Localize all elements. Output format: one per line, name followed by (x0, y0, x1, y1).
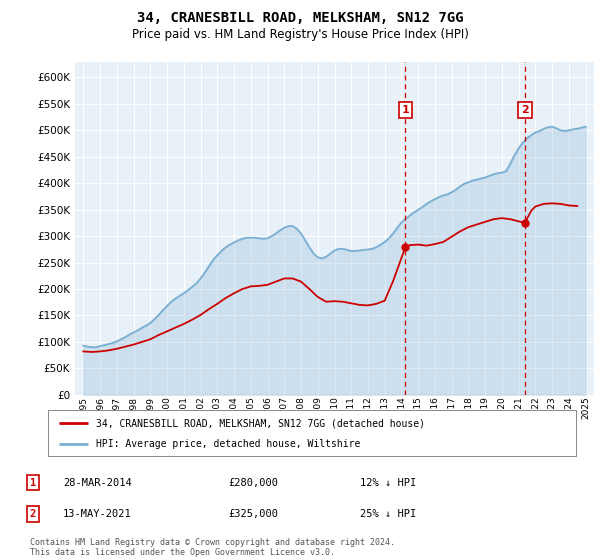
Text: 25% ↓ HPI: 25% ↓ HPI (360, 509, 416, 519)
Text: £280,000: £280,000 (228, 478, 278, 488)
Text: 1: 1 (401, 105, 409, 115)
Text: 28-MAR-2014: 28-MAR-2014 (63, 478, 132, 488)
Text: 34, CRANESBILL ROAD, MELKSHAM, SN12 7GG (detached house): 34, CRANESBILL ROAD, MELKSHAM, SN12 7GG … (95, 418, 425, 428)
Text: Price paid vs. HM Land Registry's House Price Index (HPI): Price paid vs. HM Land Registry's House … (131, 28, 469, 41)
Text: 2: 2 (30, 509, 36, 519)
Text: 34, CRANESBILL ROAD, MELKSHAM, SN12 7GG: 34, CRANESBILL ROAD, MELKSHAM, SN12 7GG (137, 11, 463, 25)
Text: HPI: Average price, detached house, Wiltshire: HPI: Average price, detached house, Wilt… (95, 440, 360, 450)
Text: 2: 2 (521, 105, 529, 115)
Text: £325,000: £325,000 (228, 509, 278, 519)
Text: 12% ↓ HPI: 12% ↓ HPI (360, 478, 416, 488)
Text: Contains HM Land Registry data © Crown copyright and database right 2024.
This d: Contains HM Land Registry data © Crown c… (30, 538, 395, 557)
Text: 1: 1 (30, 478, 36, 488)
Text: 13-MAY-2021: 13-MAY-2021 (63, 509, 132, 519)
